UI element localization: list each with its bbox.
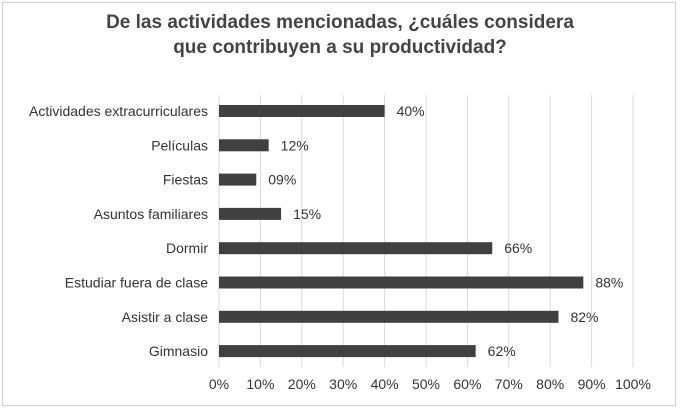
x-tick-label: 80% (536, 376, 564, 392)
category-label: Estudiar fuera de clase (65, 275, 208, 291)
data-label: 88% (595, 275, 623, 291)
x-tick-label: 10% (246, 376, 274, 392)
chart-frame (2, 2, 676, 406)
category-label: Gimnasio (149, 343, 208, 359)
data-label: 82% (570, 309, 598, 325)
bar (219, 242, 493, 255)
x-tick-label: 50% (412, 376, 440, 392)
chart-title-line-1: De las actividades mencionadas, ¿cuáles … (106, 12, 574, 33)
x-tick-label: 70% (495, 376, 523, 392)
bar (219, 173, 257, 186)
bar (219, 276, 584, 289)
bar (219, 345, 476, 358)
x-tick-label: 100% (615, 376, 651, 392)
data-label: 66% (504, 240, 532, 256)
category-label: Fiestas (163, 172, 208, 188)
category-label: Asuntos familiares (94, 206, 208, 222)
data-label: 15% (293, 206, 321, 222)
x-axis-tick-labels: 0% 10% 20% 30% 40% 50% 60% 70% 80% 90% 100% (209, 376, 651, 392)
chart-title: De las actividades mencionadas, ¿cuáles … (0, 10, 680, 60)
category-labels: Actividades extracurriculares Películas Fi… (29, 103, 208, 359)
data-labels: 40% 12% 09% 15% 66% 88% 82% 62% (268, 103, 623, 359)
bar (219, 105, 385, 117)
category-label: Películas (151, 137, 208, 153)
data-label: 40% (397, 103, 425, 119)
category-label: Asistir a clase (122, 309, 209, 325)
x-tick-label: 40% (371, 376, 399, 392)
x-tick-label: 20% (288, 376, 316, 392)
x-tick-label: 60% (453, 376, 481, 392)
chart-title-line-2: que contribuyen a su productividad? (173, 37, 507, 58)
bar (219, 207, 282, 220)
data-label: 62% (488, 343, 516, 359)
category-label: Dormir (166, 240, 208, 256)
x-tick-label: 0% (209, 376, 229, 392)
x-tick-label: 90% (578, 376, 606, 392)
data-label: 12% (281, 137, 309, 153)
bar (219, 139, 269, 152)
category-label: Actividades extracurriculares (29, 103, 208, 119)
data-label: 09% (268, 172, 296, 188)
bar (219, 310, 559, 323)
x-tick-label: 30% (329, 376, 357, 392)
bar-series (219, 105, 584, 358)
gridlines (218, 95, 634, 367)
